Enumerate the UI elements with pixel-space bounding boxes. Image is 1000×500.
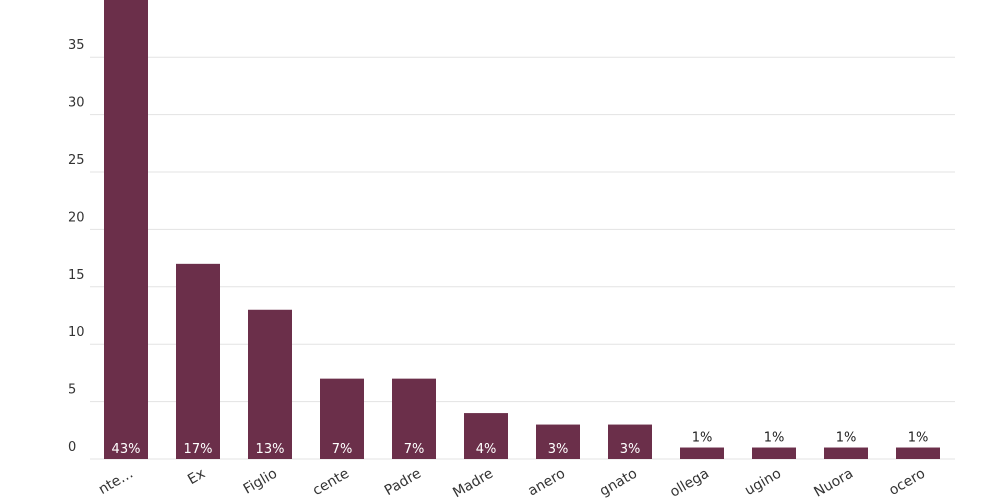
x-tick-label: ocero bbox=[886, 466, 928, 499]
x-tick-label: anero bbox=[525, 466, 568, 500]
x-tick-label: cente bbox=[310, 466, 352, 500]
x-tick-label: ugino bbox=[742, 466, 784, 499]
x-tick-label: nte… bbox=[96, 466, 136, 498]
bar bbox=[320, 378, 364, 459]
value-label: 1% bbox=[908, 431, 929, 446]
value-label: 3% bbox=[620, 442, 641, 457]
y-tick-label: 15 bbox=[68, 268, 85, 283]
y-tick-label: 0 bbox=[68, 440, 76, 455]
x-tick-label: Figlio bbox=[241, 466, 280, 498]
bar bbox=[608, 424, 652, 459]
value-label: 7% bbox=[404, 442, 425, 457]
y-tick-label: 30 bbox=[68, 96, 85, 111]
bar bbox=[104, 0, 148, 460]
x-tick-label: ollega bbox=[667, 466, 712, 500]
bar bbox=[824, 447, 868, 459]
y-tick-label: 35 bbox=[68, 38, 85, 53]
value-label: 13% bbox=[256, 442, 285, 457]
x-tick-label: Ex bbox=[185, 466, 208, 488]
bar bbox=[392, 378, 436, 459]
value-label: 1% bbox=[836, 431, 857, 446]
y-tick-label: 25 bbox=[68, 153, 85, 168]
bar bbox=[176, 263, 220, 459]
value-label: 4% bbox=[476, 442, 497, 457]
x-tick-label: Padre bbox=[382, 466, 424, 500]
y-tick-label: 10 bbox=[68, 325, 85, 340]
bar bbox=[464, 413, 508, 459]
x-tick-label: gnato bbox=[597, 466, 640, 500]
value-label: 3% bbox=[548, 442, 569, 457]
bar bbox=[536, 424, 580, 459]
x-tick-label: Madre bbox=[450, 466, 496, 500]
value-label: 17% bbox=[184, 442, 213, 457]
value-label: 7% bbox=[332, 442, 353, 457]
bar bbox=[896, 447, 940, 459]
value-label: 1% bbox=[764, 431, 785, 446]
x-tick-label: Nuora bbox=[811, 466, 856, 500]
value-label: 1% bbox=[692, 431, 713, 446]
bar bbox=[680, 447, 724, 459]
y-tick-label: 5 bbox=[68, 383, 76, 398]
bar bbox=[752, 447, 796, 459]
y-tick-label: 20 bbox=[68, 210, 85, 225]
bar bbox=[248, 309, 292, 459]
value-label: 43% bbox=[112, 442, 141, 457]
